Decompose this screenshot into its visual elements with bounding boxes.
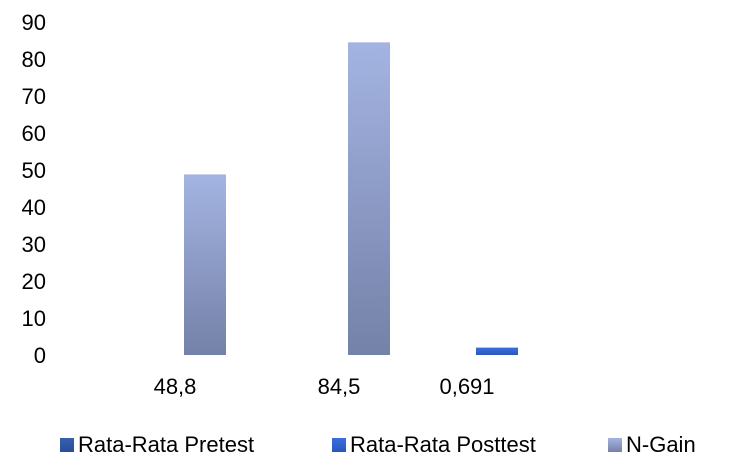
legend-label: N-Gain — [626, 432, 696, 457]
x-tick-label: 0,691 — [439, 374, 494, 399]
bar-n-gain-0 — [184, 174, 226, 355]
x-axis-tick-labels: 48,8 84,5 0,691 — [154, 374, 495, 399]
bar-rata-rata-posttest-2 — [476, 347, 518, 355]
y-tick-label: 10 — [22, 306, 46, 331]
y-tick-label: 90 — [22, 10, 46, 35]
legend: Rata-Rata Pretest Rata-Rata Posttest N-Gai… — [60, 432, 696, 457]
y-tick-label: 70 — [22, 84, 46, 109]
bar-n-gain-1 — [348, 42, 390, 355]
legend-swatch — [608, 438, 622, 452]
y-tick-label: 60 — [22, 121, 46, 146]
bars — [184, 42, 518, 355]
legend-swatch — [332, 438, 346, 452]
legend-swatch — [60, 438, 74, 452]
legend-label: Rata-Rata Pretest — [78, 432, 254, 457]
x-tick-label: 84,5 — [318, 374, 361, 399]
y-tick-label: 40 — [22, 195, 46, 220]
y-tick-label: 80 — [22, 47, 46, 72]
y-axis-tick-labels: 0 10 20 30 40 50 60 70 80 90 — [22, 10, 46, 368]
legend-label: Rata-Rata Posttest — [350, 432, 536, 457]
y-tick-label: 0 — [34, 343, 46, 368]
x-tick-label: 48,8 — [154, 374, 197, 399]
y-tick-label: 50 — [22, 158, 46, 183]
y-tick-label: 20 — [22, 269, 46, 294]
y-tick-label: 30 — [22, 232, 46, 257]
